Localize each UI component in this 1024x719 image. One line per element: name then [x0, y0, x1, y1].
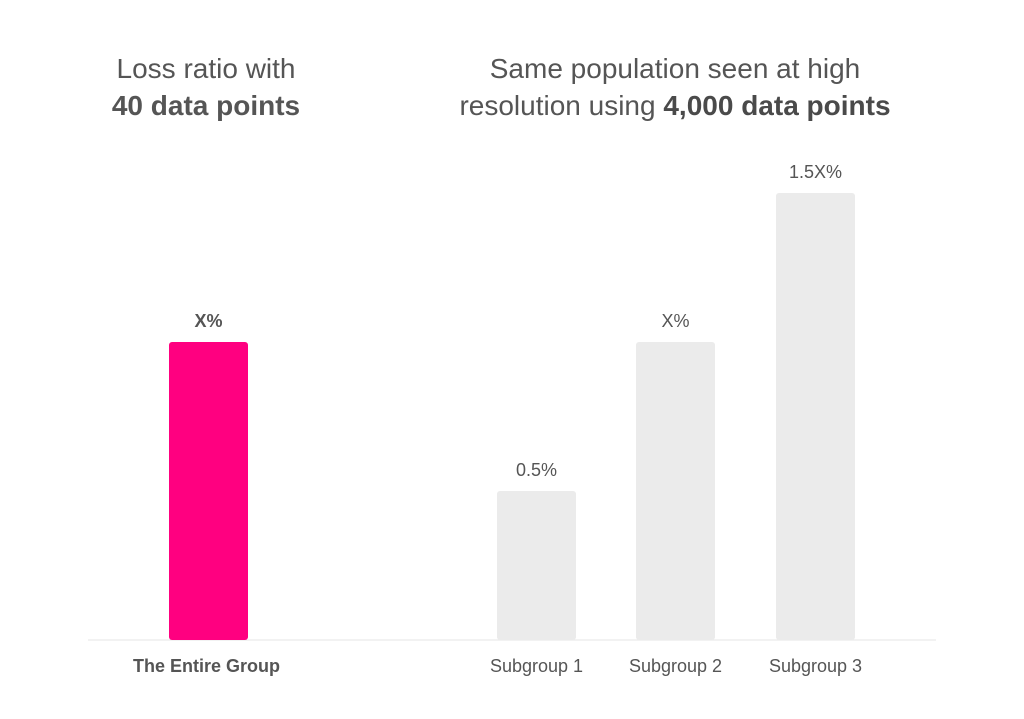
category-label: The Entire Group: [133, 656, 280, 676]
data-label: X%: [661, 311, 689, 331]
category-label: Subgroup 3: [769, 656, 862, 676]
right-title-line2: resolution using 4,000 data points: [459, 90, 890, 121]
left-title-line1: Loss ratio with: [117, 53, 296, 84]
category-label: Subgroup 2: [629, 656, 722, 676]
data-label: X%: [194, 311, 222, 331]
category-label: Subgroup 1: [490, 656, 583, 676]
right-title-bold: 4,000 data points: [663, 90, 890, 121]
bar-subgroup-2: [636, 342, 715, 640]
data-label: 1.5X%: [789, 162, 842, 182]
right-title-prefix: resolution using: [459, 90, 663, 121]
bar-subgroup-1: [497, 491, 576, 640]
right-title-line1: Same population seen at high: [490, 53, 861, 84]
data-label: 0.5%: [516, 460, 557, 480]
left-title-line2: 40 data points: [112, 90, 300, 121]
bar-the-entire-group: [169, 342, 248, 640]
bar-subgroup-3: [776, 193, 855, 640]
